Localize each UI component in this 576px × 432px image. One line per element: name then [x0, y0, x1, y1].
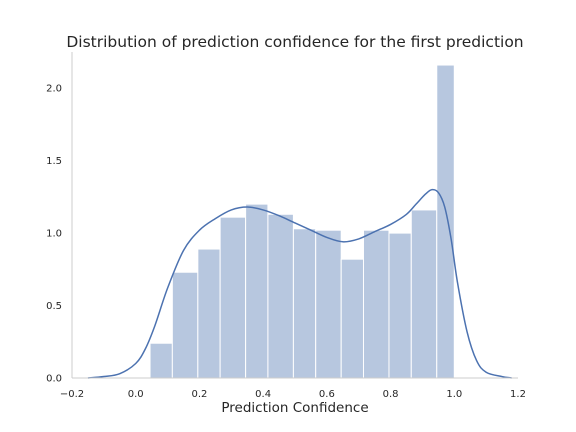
histogram-bar	[362, 229, 390, 379]
histogram-bar	[149, 342, 173, 379]
y-ticks-group: 0.0 0.5 1.0 1.5 2.0	[46, 84, 62, 385]
histogram-bar	[197, 248, 221, 379]
histogram-bar	[388, 232, 412, 379]
kde-group	[87, 188, 512, 379]
x-tick-label: −0.2	[60, 389, 84, 400]
y-tick-label: 2.0	[46, 84, 62, 95]
x-tick-label: 0.0	[128, 389, 144, 400]
y-tick-label: 1.5	[46, 156, 62, 167]
histogram-bar	[171, 271, 199, 379]
histogram-bar	[267, 213, 294, 379]
kde-line	[87, 188, 512, 379]
histogram-bar	[245, 203, 269, 379]
histogram-bar	[292, 228, 317, 379]
x-tick-label: 0.2	[191, 389, 207, 400]
bars-group	[149, 64, 455, 379]
x-tick-label: 0.4	[255, 389, 271, 400]
y-tick-label: 1.0	[46, 229, 62, 240]
x-tick-label: 1.0	[446, 389, 462, 400]
axes-group	[71, 52, 518, 379]
histogram-bar	[340, 258, 364, 379]
histogram-bar	[315, 229, 342, 379]
x-tick-label: 1.2	[510, 389, 526, 400]
histogram-bar	[410, 209, 438, 379]
histogram-bar	[219, 216, 247, 379]
histogram-bar	[436, 64, 455, 379]
x-tick-label: 0.8	[383, 389, 399, 400]
y-tick-label: 0.5	[46, 301, 62, 312]
y-tick-label: 0.0	[46, 374, 62, 385]
x-ticks-group: −0.2 0.0 0.2 0.4 0.6 0.8 1.0 1.2	[60, 389, 526, 400]
x-axis-label: Prediction Confidence	[221, 400, 368, 416]
x-tick-label: 0.6	[319, 389, 335, 400]
plot-area: −0.2 0.0 0.2 0.4 0.6 0.8 1.0 1.2 0.0 0.5 1.0 1.5 2.…	[46, 52, 526, 400]
chart-title: Distribution of prediction confidence fo…	[66, 33, 523, 51]
